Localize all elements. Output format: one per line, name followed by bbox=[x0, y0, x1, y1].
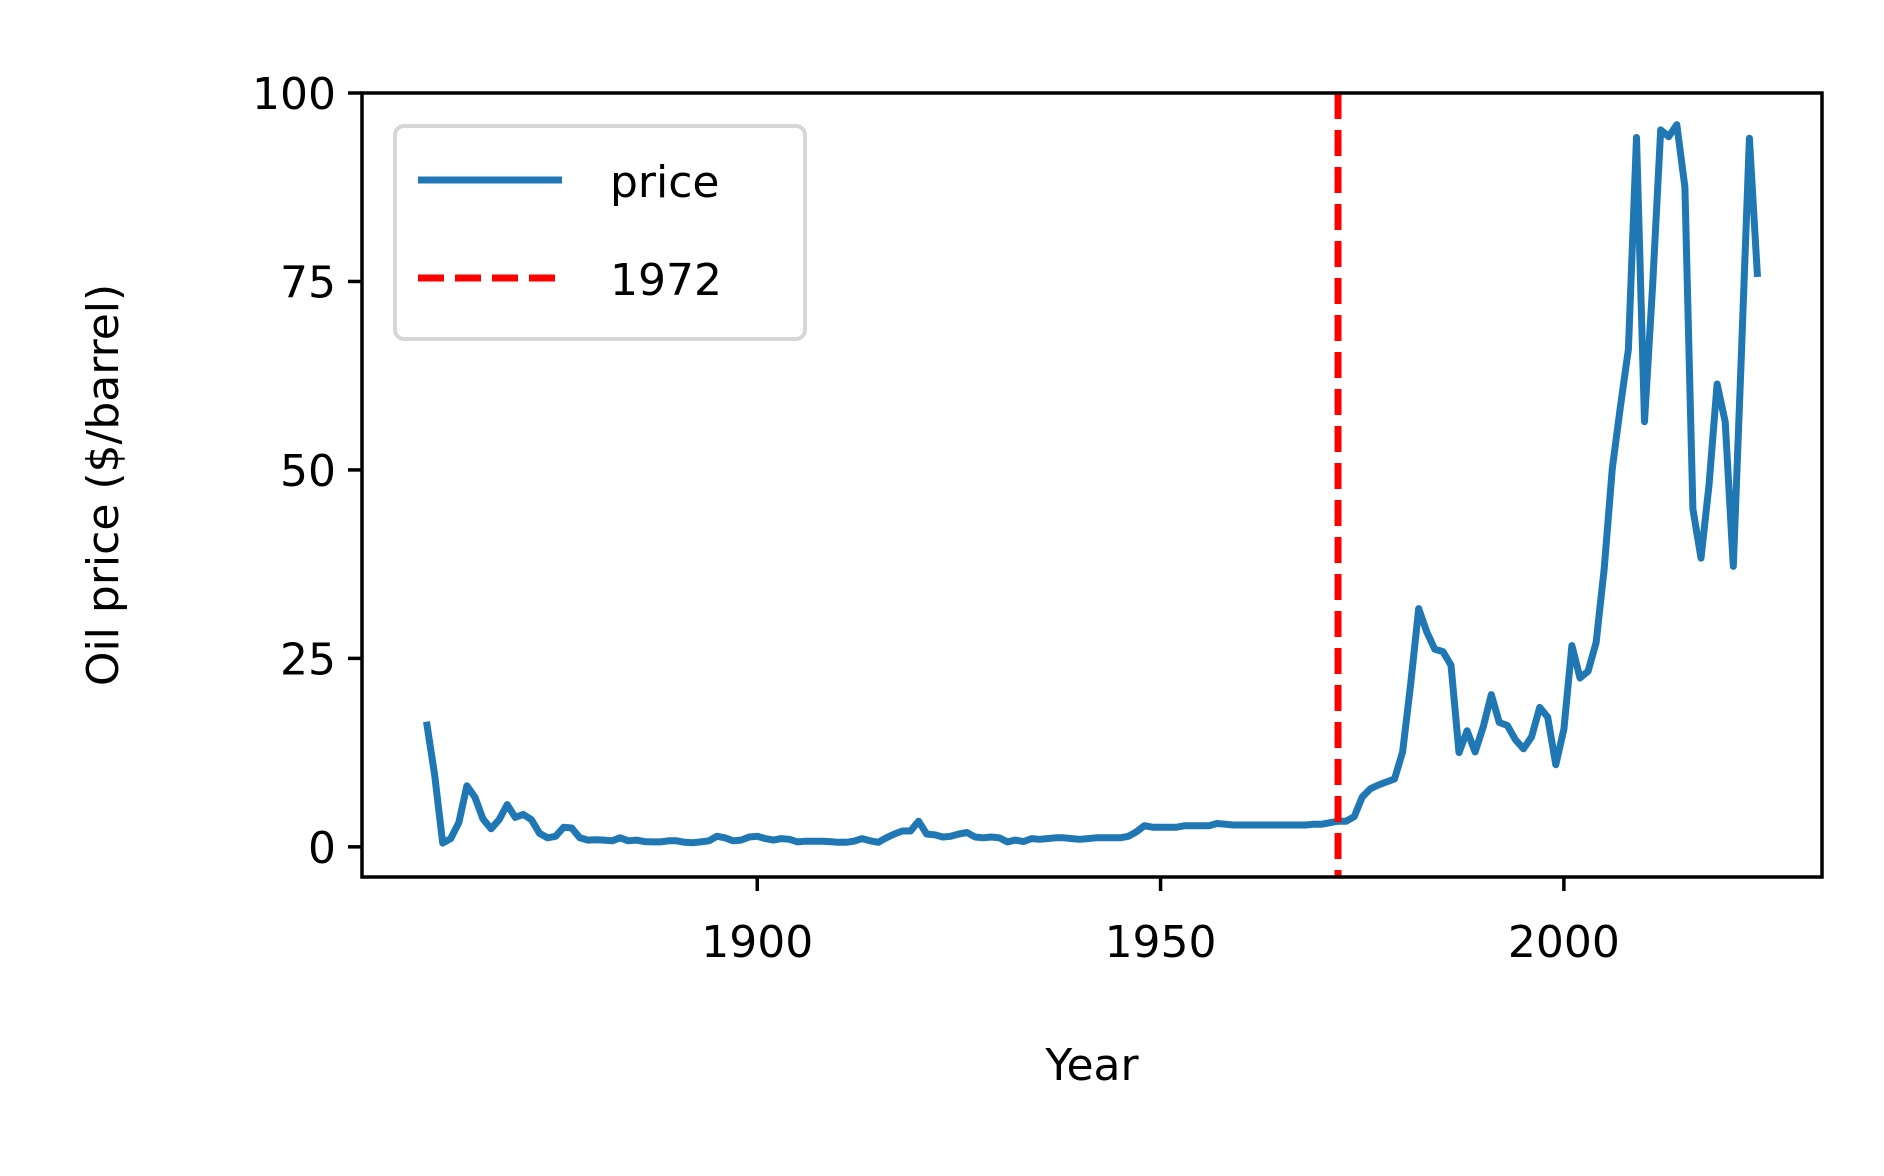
legend-label-1972: 1972 bbox=[610, 255, 722, 306]
legend: price 1972 bbox=[393, 124, 807, 341]
plot-frame bbox=[360, 91, 1824, 879]
plot-area bbox=[423, 93, 1761, 877]
series-line-price bbox=[423, 121, 1761, 847]
x-tick-label: 2000 bbox=[1508, 917, 1620, 968]
x-tick-label: 1950 bbox=[1105, 917, 1217, 968]
y-tick-label: 75 bbox=[280, 257, 336, 308]
x-axis-label: Year bbox=[1044, 1040, 1139, 1091]
axes: 0 25 50 75 100 1900 1950 2000 Year Oil price ($/b… bbox=[78, 69, 1824, 1091]
y-tick-label: 25 bbox=[280, 634, 336, 685]
y-tick-label: 50 bbox=[280, 446, 336, 497]
legend-label-price: price bbox=[610, 157, 720, 208]
y-tick-label: 0 bbox=[308, 823, 336, 874]
x-tick-label: 1900 bbox=[701, 917, 813, 968]
legend-box bbox=[393, 124, 807, 341]
y-axis-label: Oil price ($/barrel) bbox=[78, 284, 129, 686]
y-tick-label: 100 bbox=[252, 69, 336, 120]
